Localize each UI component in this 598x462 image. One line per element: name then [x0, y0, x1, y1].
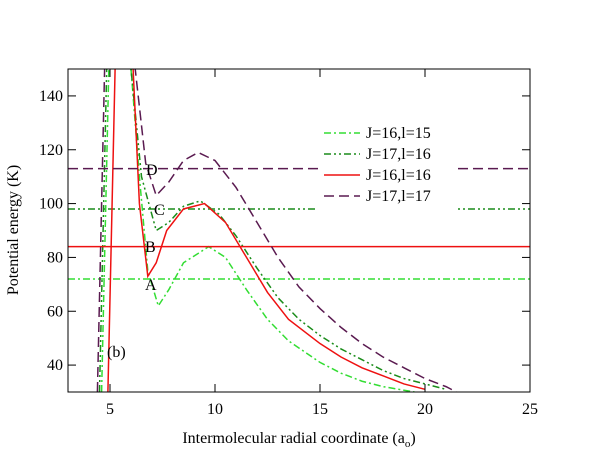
x-tick-label: 5 — [106, 401, 114, 418]
x-tick-label: 10 — [207, 401, 223, 418]
y-tick-label: 100 — [39, 196, 63, 213]
plot-frame — [67, 68, 531, 393]
plot-lines — [68, 69, 530, 392]
annotation: (b) — [107, 344, 126, 361]
y-axis-label: Potential energy (K) — [5, 165, 22, 295]
y-tick-label: 140 — [39, 88, 63, 105]
x-tick-label: 25 — [522, 401, 538, 418]
x-axis-label-main: Intermolecular radial coordinate (a — [182, 430, 405, 447]
series-line — [96, 69, 457, 392]
annotation: A — [145, 277, 157, 294]
y-tick-label: 60 — [47, 303, 63, 320]
x-tick-label: 20 — [417, 401, 433, 418]
y-tick-label: 40 — [47, 357, 63, 374]
legend-label: J=17,l=17 — [366, 188, 431, 205]
legend-label: J=16,l=15 — [366, 125, 431, 142]
annotation: C — [154, 202, 165, 219]
legend-label: J=17,l=16 — [366, 146, 431, 163]
y-tick-label: 120 — [39, 142, 63, 159]
annotation: D — [146, 162, 158, 179]
x-tick-label: 15 — [312, 401, 328, 418]
legend-label: J=16,l=16 — [366, 167, 431, 184]
x-axis-label-sub: o — [405, 438, 411, 450]
annotation: B — [145, 239, 156, 256]
x-axis-label: Intermolecular radial coordinate (ao) — [182, 430, 415, 450]
series-line — [107, 69, 426, 392]
x-axis-label-end: ) — [410, 430, 415, 447]
y-tick-label: 80 — [47, 249, 63, 266]
